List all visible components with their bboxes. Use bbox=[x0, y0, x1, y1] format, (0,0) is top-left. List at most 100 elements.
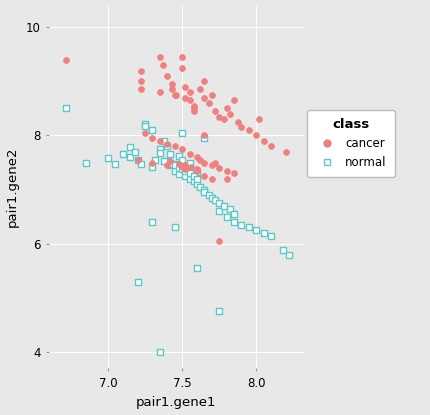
Point bbox=[179, 146, 186, 152]
Point bbox=[161, 158, 168, 165]
Point bbox=[167, 160, 174, 167]
Point bbox=[190, 105, 197, 112]
Point bbox=[216, 165, 223, 171]
Point bbox=[157, 146, 163, 152]
Y-axis label: pair1.gene2: pair1.gene2 bbox=[6, 146, 18, 227]
Point bbox=[157, 137, 163, 144]
Point bbox=[256, 116, 263, 122]
Point bbox=[190, 178, 197, 185]
Point bbox=[201, 159, 208, 166]
Point bbox=[127, 144, 134, 151]
Point bbox=[137, 86, 144, 93]
Point bbox=[246, 224, 252, 231]
Point bbox=[209, 194, 215, 201]
Point bbox=[260, 137, 267, 144]
Point bbox=[149, 219, 156, 225]
Point bbox=[201, 132, 208, 139]
Point bbox=[230, 219, 237, 225]
Point bbox=[186, 151, 193, 158]
Point bbox=[260, 229, 267, 236]
Point bbox=[164, 162, 171, 168]
Point bbox=[230, 170, 237, 177]
Point bbox=[216, 238, 223, 244]
Point bbox=[131, 148, 138, 155]
Point bbox=[181, 166, 188, 172]
Point bbox=[197, 156, 203, 163]
Point bbox=[283, 148, 289, 155]
Point bbox=[157, 89, 163, 95]
Point bbox=[160, 62, 166, 68]
Point bbox=[235, 119, 242, 125]
Point bbox=[168, 86, 175, 93]
Point bbox=[206, 100, 212, 106]
Point bbox=[171, 167, 178, 174]
Point bbox=[201, 78, 208, 85]
Point bbox=[141, 129, 148, 136]
Point bbox=[238, 124, 245, 131]
Point bbox=[286, 251, 292, 258]
Point bbox=[173, 92, 180, 98]
Legend: cancer, normal: cancer, normal bbox=[307, 110, 395, 177]
Point bbox=[164, 158, 171, 165]
Point bbox=[181, 167, 188, 174]
Point bbox=[157, 349, 163, 355]
Point bbox=[176, 153, 183, 159]
Point bbox=[171, 160, 178, 167]
Point bbox=[134, 156, 141, 163]
Point bbox=[216, 200, 223, 206]
Point bbox=[201, 135, 208, 142]
Point bbox=[253, 132, 260, 139]
Point bbox=[149, 164, 156, 170]
Point bbox=[161, 137, 168, 144]
Point bbox=[194, 167, 200, 174]
Point bbox=[267, 143, 274, 149]
Point bbox=[238, 222, 245, 228]
Point bbox=[220, 203, 227, 209]
Point bbox=[167, 158, 174, 165]
Point bbox=[230, 97, 237, 104]
Point bbox=[216, 113, 223, 120]
Point bbox=[181, 173, 188, 179]
Point bbox=[211, 108, 218, 115]
Point bbox=[137, 78, 144, 85]
Point bbox=[190, 103, 197, 109]
Point bbox=[149, 159, 156, 166]
Point bbox=[190, 108, 197, 115]
Point bbox=[226, 205, 233, 212]
Point bbox=[157, 149, 163, 156]
Point bbox=[164, 73, 171, 79]
Point bbox=[201, 186, 208, 193]
Point bbox=[223, 213, 230, 220]
Point bbox=[209, 162, 215, 168]
Point bbox=[112, 160, 119, 167]
Point bbox=[201, 173, 208, 179]
Point bbox=[186, 159, 193, 166]
Point bbox=[201, 189, 208, 195]
Point bbox=[223, 105, 230, 112]
Point bbox=[104, 155, 111, 161]
Point bbox=[164, 140, 171, 147]
Point bbox=[137, 67, 144, 74]
Point bbox=[211, 159, 218, 166]
Point bbox=[197, 183, 203, 190]
Point bbox=[63, 105, 70, 112]
Point bbox=[181, 83, 188, 90]
Point bbox=[223, 167, 230, 174]
Point bbox=[186, 170, 193, 177]
Point bbox=[171, 162, 178, 168]
Point bbox=[220, 116, 227, 122]
Point bbox=[194, 181, 200, 188]
Point bbox=[190, 173, 197, 179]
Point bbox=[223, 176, 230, 182]
Point bbox=[63, 56, 70, 63]
Point bbox=[179, 166, 186, 172]
Point bbox=[186, 89, 193, 95]
Point bbox=[179, 164, 186, 170]
Point bbox=[149, 127, 156, 133]
Point bbox=[194, 265, 200, 271]
Point bbox=[194, 176, 200, 182]
Point bbox=[201, 94, 208, 101]
Point bbox=[181, 94, 188, 101]
Point bbox=[164, 143, 171, 149]
Point bbox=[209, 92, 215, 98]
